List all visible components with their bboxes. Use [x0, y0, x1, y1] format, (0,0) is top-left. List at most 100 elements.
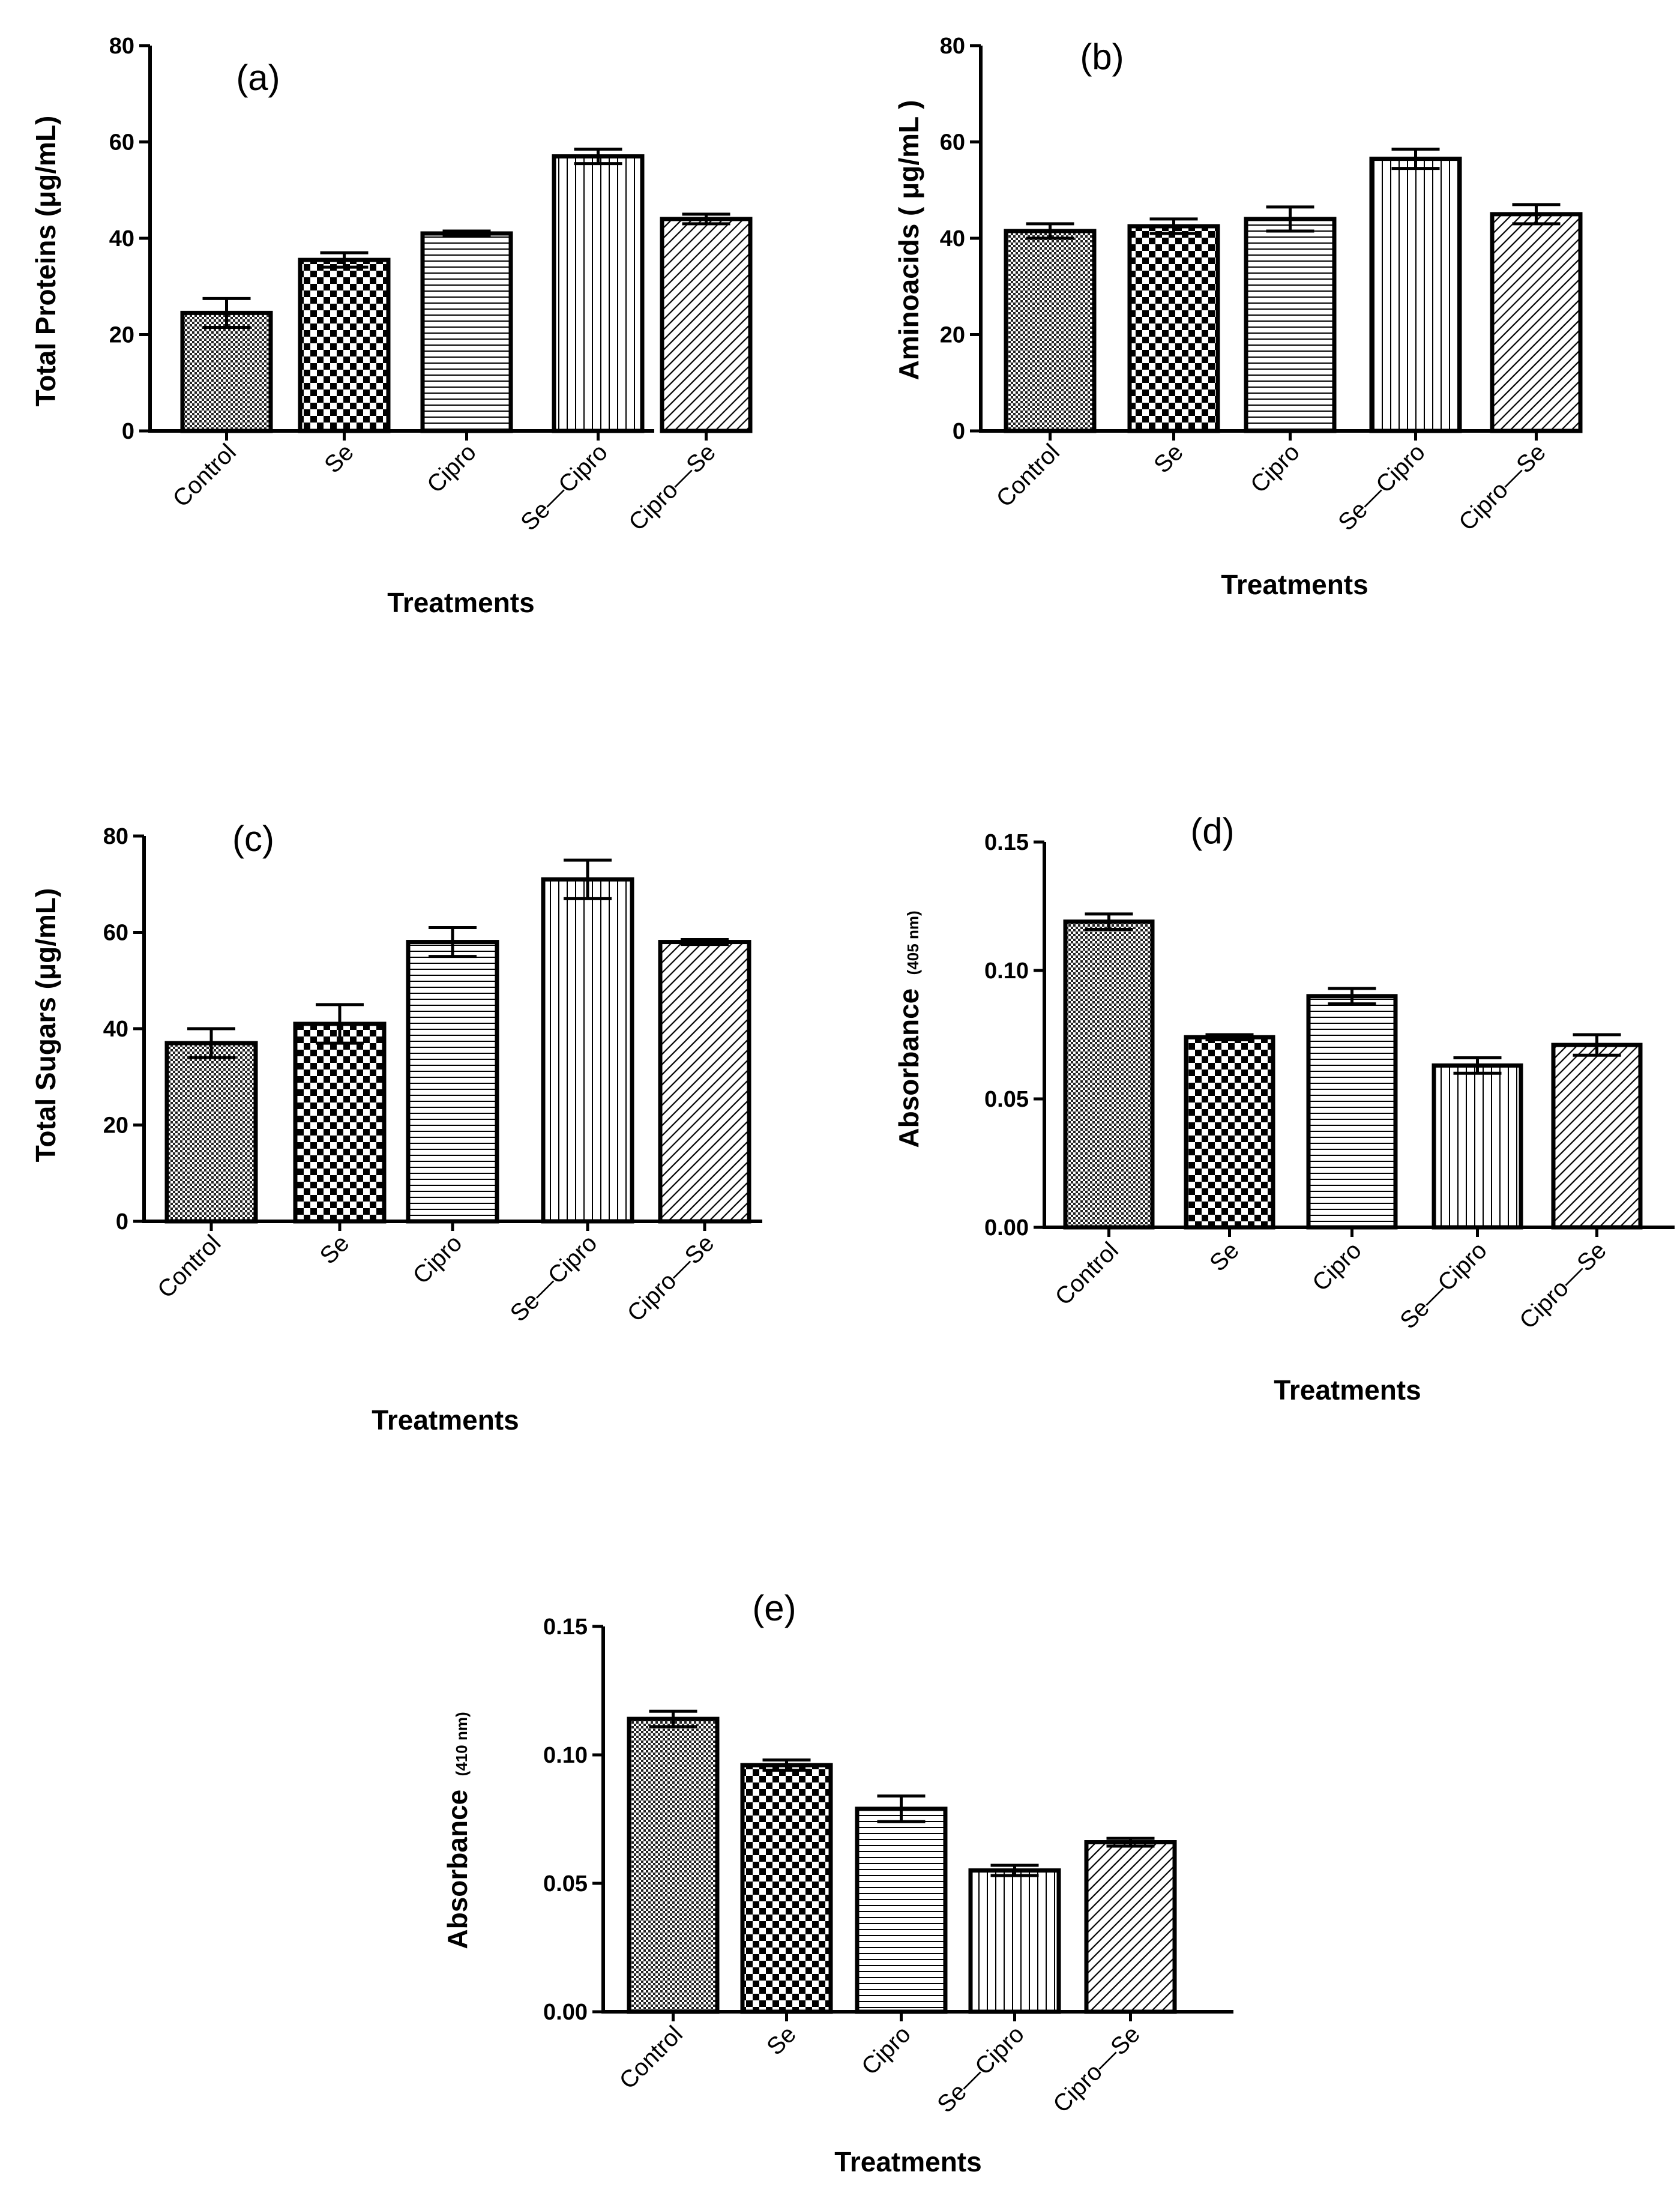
- chart-a-bar-0: [180, 310, 273, 433]
- chart-b-y-tick-label: 0: [953, 419, 965, 444]
- panel-b-ylabel: Aminoacids ( μg/mL ): [893, 100, 924, 381]
- chart-b-y-tick-label: 20: [940, 323, 965, 348]
- chart-e-bar-2: [855, 1806, 948, 2014]
- chart-b-error-bar-0: [1026, 222, 1074, 240]
- chart-a-error-bar-4: [682, 212, 730, 226]
- chart-a-bar-4: [660, 217, 753, 433]
- chart-d-error-bar-0: [1085, 912, 1133, 931]
- panel-a-letter: (a): [236, 58, 280, 98]
- panel-d-ylabel-unit: (405 nm): [904, 910, 922, 975]
- chart-b-bar-3: [1369, 157, 1462, 433]
- chart-a-y-tick-label: 40: [109, 226, 134, 251]
- chart-c-category-label-2: Cipro: [408, 1230, 468, 1289]
- panel-b-letter: (b): [1080, 37, 1124, 77]
- panel-a: (a) 0 20 40 60 80 Control Se Cipro Se—Cipro Cipro…: [30, 34, 753, 618]
- chart-e-error-bar-2: [877, 1794, 926, 1823]
- chart-e-bar-3: [968, 1868, 1061, 2014]
- chart-e-error-bar-0: [649, 1709, 697, 1728]
- chart-d-error-bar-3: [1453, 1056, 1502, 1075]
- chart-b-category-label-0: Control: [992, 439, 1065, 512]
- panel-a-xlabel: Treatments: [387, 587, 534, 618]
- chart-d: 0.00 0.05 0.10 0.15 Control Se Cipro Se—Cipro Ci…: [984, 830, 1675, 1334]
- chart-c-bar-2: [406, 940, 499, 1224]
- chart-e-category-label-0: Control: [615, 2021, 688, 2094]
- chart-d-bar-3: [1432, 1063, 1523, 1230]
- chart-a-category-label-4: Cipro—Se: [624, 439, 721, 536]
- panel-d-xlabel: Treatments: [1274, 1374, 1421, 1406]
- chart-b-bar-1: [1127, 224, 1220, 433]
- chart-d-bar-0: [1063, 919, 1155, 1230]
- chart-b-category-label-1: Se: [1149, 439, 1188, 478]
- chart-d-bar-4: [1551, 1042, 1643, 1230]
- chart-a-y-tick-label: 0: [122, 419, 134, 444]
- chart-c-category-label-4: Cipro—Se: [622, 1230, 720, 1327]
- panel-c-ylabel: Total Sugars (μg/mL): [30, 888, 61, 1163]
- panel-c-letter: (c): [232, 819, 274, 859]
- panel-e-letter: (e): [752, 1588, 796, 1628]
- chart-b-category-label-4: Cipro—Se: [1454, 439, 1551, 536]
- chart-b-category-label-2: Cipro: [1245, 439, 1305, 498]
- chart-a-category-label-0: Control: [168, 439, 241, 512]
- chart-c-y-tick-label: 60: [103, 921, 128, 946]
- chart-d-bar-1: [1184, 1035, 1275, 1230]
- chart-b-bar-0: [1004, 229, 1097, 433]
- panel-b-xlabel: Treatments: [1221, 569, 1368, 600]
- chart-c-y-tick-label: 0: [116, 1209, 128, 1235]
- chart-a-error-bar-3: [574, 148, 622, 166]
- chart-a-error-bar-1: [320, 251, 369, 269]
- chart-e-bar-4: [1084, 1840, 1177, 2014]
- chart-d-bar-2: [1306, 994, 1398, 1230]
- chart-c-error-bar-4: [681, 938, 729, 946]
- chart-e-category-label-4: Cipro—Se: [1048, 2021, 1145, 2118]
- chart-b-error-bar-2: [1266, 205, 1314, 233]
- chart-d-y-tick-label: 0.05: [984, 1087, 1029, 1112]
- chart-d-error-bar-4: [1573, 1033, 1621, 1057]
- panel-d-ylabel-main: Absorbance: [893, 988, 924, 1148]
- chart-c-error-bar-3: [564, 858, 612, 900]
- panel-d-ylabel: Absorbance (405 nm): [893, 910, 924, 1148]
- chart-b-error-bar-3: [1391, 148, 1440, 170]
- chart-b-error-bar-1: [1149, 217, 1198, 235]
- chart-e-category-label-1: Se: [762, 2021, 801, 2060]
- panel-b: (b) 0 20 40 60 80 Control Se Cipro Se—Cipro Cipro…: [893, 34, 1583, 600]
- chart-c-error-bar-0: [187, 1027, 235, 1059]
- chart-a-error-bar-2: [442, 229, 491, 238]
- chart-a: 0 20 40 60 80 Control Se Cipro Se—Cipro Cipro—Se: [109, 34, 753, 536]
- chart-b-category-label-3: Se—Cipro: [1333, 439, 1430, 536]
- chart-e-error-bar-3: [990, 1864, 1039, 1877]
- chart-c-category-label-3: Se—Cipro: [505, 1230, 603, 1327]
- chart-e-category-label-2: Cipro: [857, 2021, 916, 2080]
- chart-c-y-tick-label: 40: [103, 1017, 128, 1042]
- chart-c-category-label-1: Se: [315, 1230, 355, 1269]
- chart-a-y-tick-label: 80: [109, 34, 134, 59]
- chart-c-error-bar-2: [429, 925, 477, 958]
- chart-b-y-tick-label: 80: [940, 34, 965, 59]
- chart-b: 0 20 40 60 80 Control Se Cipro Se—Cipro Cipro—Se: [940, 34, 1583, 536]
- chart-c-y-tick-label: 80: [103, 824, 128, 849]
- chart-a-bar-2: [420, 231, 513, 433]
- panel-a-ylabel: Total Proteins (μg/mL): [30, 116, 61, 407]
- chart-d-category-label-4: Cipro—Se: [1514, 1237, 1612, 1334]
- chart-e-y-tick-label: 0.05: [543, 1871, 588, 1897]
- chart-a-bar-3: [552, 154, 645, 433]
- chart-d-y-tick-label: 0.15: [984, 830, 1029, 855]
- panel-e-ylabel-unit: (410 nm): [453, 1712, 471, 1776]
- chart-e-bar-1: [740, 1763, 833, 2014]
- chart-a-y-tick-label: 60: [109, 130, 134, 155]
- chart-c: 0 20 40 60 80 Control Se Cipro Se—Cipro Cipro—Se: [103, 824, 762, 1327]
- chart-e-error-bar-4: [1106, 1837, 1155, 1848]
- panel-c-xlabel: Treatments: [372, 1404, 519, 1436]
- panel-e-ylabel-main: Absorbance: [442, 1790, 473, 1949]
- chart-e-category-label-3: Se—Cipro: [932, 2021, 1029, 2118]
- chart-c-bar-3: [541, 877, 634, 1224]
- chart-c-category-label-0: Control: [152, 1230, 226, 1303]
- chart-d-error-bar-1: [1205, 1033, 1254, 1042]
- panel-e-ylabel: Absorbance (410 nm): [442, 1712, 473, 1949]
- chart-d-y-tick-label: 0.00: [984, 1215, 1029, 1241]
- chart-a-category-label-3: Se—Cipro: [516, 439, 613, 536]
- chart-a-y-tick-label: 20: [109, 323, 134, 348]
- chart-a-category-label-1: Se: [319, 439, 359, 478]
- chart-b-bar-2: [1244, 217, 1337, 433]
- chart-d-category-label-2: Cipro: [1307, 1237, 1367, 1296]
- chart-a-error-bar-0: [202, 296, 251, 329]
